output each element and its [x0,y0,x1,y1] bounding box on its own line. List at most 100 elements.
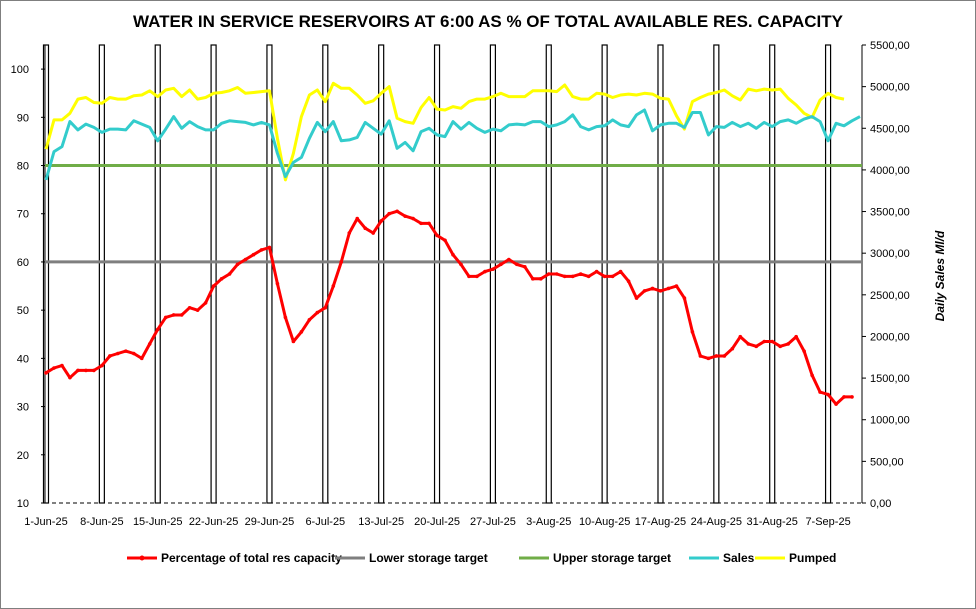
pct-point [562,274,567,279]
pct-point [483,269,487,274]
legend-label: Percentage of total res capacity [161,551,342,565]
pct-point [203,301,208,305]
pct-point [610,274,615,279]
pct-point [155,327,160,332]
pct-point [179,313,184,317]
pct-point [339,260,344,264]
legend-label: Pumped [789,551,836,565]
y-right-tick-label: 3500,00 [870,207,910,219]
y-right-tick-label: 2500,00 [870,290,910,302]
pct-point [594,269,599,274]
pct-point [227,272,232,276]
pct-point [315,310,320,315]
y-right-tick-label: 5000,00 [870,82,910,94]
pct-point [363,226,368,230]
pct-point [243,257,248,262]
pct-point [355,216,360,221]
pct-point [746,342,751,346]
y-right-tick-label: 3000,00 [870,248,910,260]
pct-point [650,286,655,291]
pct-point [507,257,511,262]
pct-point [60,363,64,368]
pct-point [602,274,607,279]
pct-point [570,274,575,279]
pct-point [387,211,391,216]
y-left-tick-label: 80 [17,161,29,173]
y-right-tick-label: 2000,00 [870,331,910,343]
y-left-tick-label: 30 [17,402,29,414]
pct-point [427,221,431,226]
pct-point [698,354,703,358]
x-tick-label: 7-Sep-25 [805,516,850,528]
pct-point [131,351,136,356]
y-left-tick-label: 50 [17,305,29,317]
pct-point [682,296,687,300]
pct-point [379,219,383,223]
week-bar [322,44,329,504]
pct-point [523,264,527,269]
legend-label: Sales [723,551,755,565]
pct-point [499,262,503,267]
x-tick-label: 15-Jun-25 [133,516,183,528]
pct-point [52,366,56,370]
y-left-tick-label: 60 [17,257,29,269]
pct-point [291,339,296,344]
pct-point [171,313,176,317]
pct-point [267,245,272,250]
pct-point [794,334,798,339]
pct-point [251,252,256,257]
pct-point [211,284,216,288]
pct-point [618,269,623,274]
pct-point [674,284,679,288]
pct-point [714,354,719,358]
pct-point [762,339,767,344]
y-right-tick-label: 0,00 [870,498,891,510]
pct-point [491,267,495,271]
week-bar [266,44,273,504]
pct-point [68,375,72,380]
pct-point [642,289,647,293]
pct-point [108,354,112,358]
week-bar [210,44,217,504]
y-right-tick-label: 4500,00 [870,123,910,135]
pct-point [475,274,479,279]
pct-point [578,272,583,276]
week-bar [42,44,50,504]
pct-point [347,231,352,235]
axes [41,44,866,504]
pct-point [515,262,519,267]
pct-point [554,272,559,276]
pct-point [826,392,830,397]
x-tick-label: 17-Aug-25 [635,516,686,528]
pct-point [546,272,551,276]
pct-point [834,402,838,406]
legend-label: Upper storage target [553,551,671,565]
pct-point [331,284,336,288]
pct-point [531,277,535,281]
week-bar [769,44,776,504]
pct-point [163,315,168,320]
y-left-tick-label: 20 [17,450,29,462]
pct-point [235,262,240,267]
pct-point [323,305,328,310]
pct-point [116,351,120,356]
pct-point [219,277,224,281]
legend: Percentage of total res capacity Lower st… [127,551,836,565]
y-left-tick-label: 90 [17,112,29,124]
pct-point [139,356,144,361]
pct-point [411,216,415,221]
pct-point [586,274,591,279]
series-lines [44,81,862,406]
x-tick-label: 20-Jul-25 [414,516,460,528]
pct-point [666,286,671,291]
pct-point [730,346,735,351]
y-left-tick-label: 70 [17,209,29,221]
pct-point [850,395,854,399]
pct-point [754,344,759,349]
pct-point [786,342,790,346]
pct-point [626,279,631,284]
pct-point [92,368,96,373]
week-bar [378,44,385,504]
series-line-sales [44,108,861,181]
